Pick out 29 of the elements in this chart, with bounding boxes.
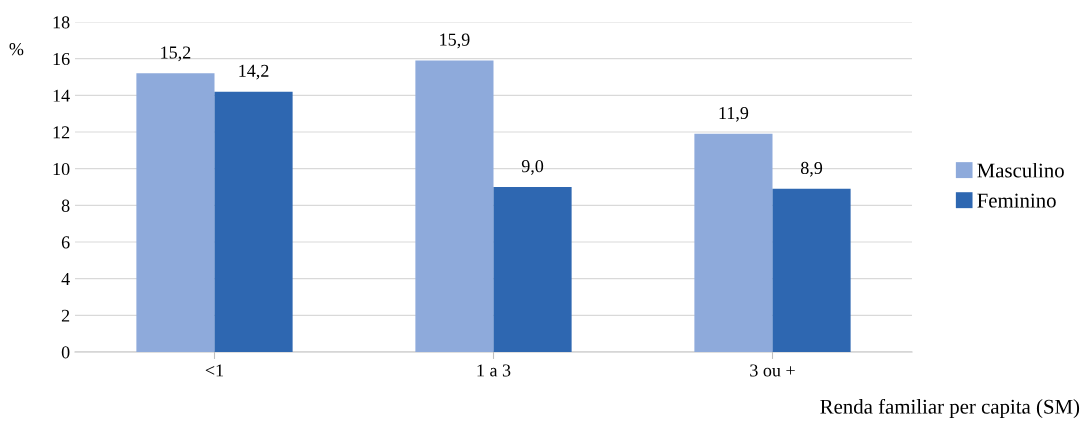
legend-label: Masculino bbox=[977, 162, 1064, 178]
y-tick-label: 8 bbox=[61, 199, 70, 212]
data-label: 15,9 bbox=[440, 33, 470, 49]
data-label: 14,2 bbox=[239, 64, 269, 80]
data-label: 8,9 bbox=[800, 161, 823, 177]
bar bbox=[214, 91, 293, 352]
x-tick-label: 3 ou + bbox=[750, 364, 795, 377]
y-tick-label: 12 bbox=[53, 126, 70, 139]
bar bbox=[772, 188, 851, 352]
y-tick-label: 16 bbox=[53, 52, 70, 66]
y-tick-label: 18 bbox=[53, 16, 70, 29]
data-label: 15,2 bbox=[161, 46, 191, 62]
x-tick-label: <1 bbox=[205, 364, 224, 377]
bar bbox=[493, 187, 572, 352]
data-label: 9,0 bbox=[521, 160, 544, 175]
x-axis-title: Renda familiar per capita (SM) bbox=[820, 398, 1080, 418]
y-axis-title: % bbox=[9, 42, 24, 56]
y-tick-label: 4 bbox=[61, 273, 70, 285]
y-tick-label: 0 bbox=[61, 346, 70, 359]
y-tick-label: 14 bbox=[53, 89, 70, 102]
y-tick-label: 2 bbox=[61, 309, 70, 322]
y-tick-label: 10 bbox=[53, 162, 70, 176]
x-tick-label: 1 a 3 bbox=[477, 364, 511, 377]
legend-label: Feminino bbox=[977, 193, 1056, 208]
y-tick-label: 6 bbox=[61, 236, 70, 249]
bar bbox=[136, 73, 215, 352]
data-label: 11,9 bbox=[719, 106, 749, 122]
bar bbox=[694, 133, 773, 352]
bar bbox=[415, 60, 494, 352]
